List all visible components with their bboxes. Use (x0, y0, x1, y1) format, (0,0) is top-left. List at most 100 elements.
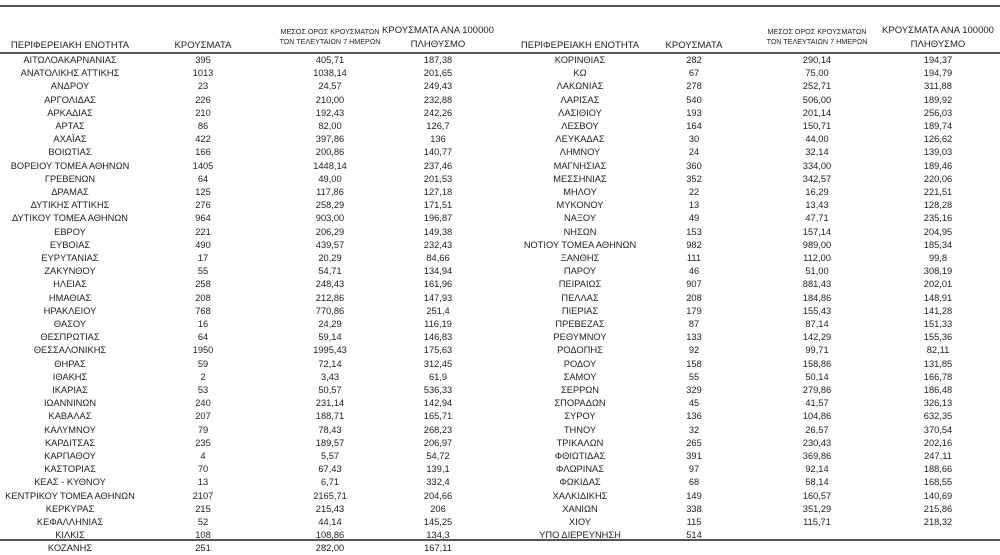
avg-7day-value: 155,43 (802, 305, 832, 316)
avg-7day-value: 16,29 (805, 187, 829, 197)
avg-7day-value: 881,43 (802, 279, 832, 290)
region-name: ΚΕΝΤΡΙΚΟΥ ΤΟΜΕΑ ΑΘΗΝΩΝ (5, 490, 135, 501)
cases-value: 32 (688, 424, 700, 435)
table-row: ΜΕΣΣΗΝΙΑΣ 352 342,57 220,06 (500, 173, 1000, 186)
cases-value: 251 (195, 543, 211, 554)
avg-7day-value: 290,14 (802, 55, 832, 65)
rate-per-100k-value: 232,43 (423, 239, 453, 250)
cases-value: 164 (686, 121, 702, 131)
rate-per-100k-value: 312,45 (423, 358, 453, 369)
rate-per-100k-value: 201,65 (423, 68, 453, 79)
region-name: ΜΗΛΟΥ (563, 187, 597, 197)
cases-value: 13 (197, 477, 209, 488)
rate-per-100k-value: 131,85 (923, 358, 953, 369)
avg-7day-value: 58,14 (805, 477, 829, 488)
region-name: ΕΥΡΥΤΑΝΙΑΣ (41, 253, 99, 263)
header-line: ΚΡΟΥΣΜΑΤΑ ΑΝΑ 100000 (382, 25, 494, 36)
table-row: ΜΗΛΟΥ 22 16,29 221,51 (500, 186, 1000, 199)
rate-per-100k-value: 188,66 (923, 464, 953, 475)
table-row: ΡΟΔΟΥ 158 158,86 131,85 (500, 358, 1000, 371)
table-row: ΥΠΟ ΔΙΕΡΕΥΝΗΣΗ 514 (500, 529, 1000, 542)
region-name: ΜΥΚΟΝΟΥ (556, 200, 604, 211)
avg-7day-value: 72,14 (318, 358, 342, 369)
cases-value: 422 (195, 134, 211, 145)
rate-per-100k-value: 148,91 (923, 292, 953, 303)
avg-7day-value: 192,43 (315, 107, 345, 118)
cases-value: 258 (195, 279, 211, 290)
region-name: ΕΒΡΟΥ (54, 226, 86, 237)
table-row: ΒΟΙΩΤΙΑΣ 166 200,86 140,77 (0, 146, 500, 159)
rate-per-100k-value: 249,43 (423, 81, 453, 92)
region-name: ΛΑΡΙΣΑΣ (560, 94, 600, 105)
cases-value: 1950 (192, 345, 214, 356)
rate-per-100k-value: 242,26 (423, 107, 453, 118)
rate-per-100k-value: 185,34 (923, 239, 953, 250)
avg-7day-value: 282,00 (315, 543, 345, 554)
table-row: ΚΙΛΚΙΣ 108 108,86 134,3 (0, 529, 500, 542)
avg-7day-value: 230,43 (802, 437, 832, 448)
cases-value: 49 (688, 213, 700, 224)
region-name: ΠΕΛΛΑΣ (561, 292, 599, 303)
header-rule (0, 52, 1000, 54)
rate-header: ΚΡΟΥΣΜΑΤΑ ΑΝΑ 100000 ΠΛΗΘΥΣΜΟ (882, 24, 994, 52)
cases-value: 111 (686, 253, 702, 263)
table-row: ΛΑΣΙΘΙΟΥ 193 201,14 256,03 (500, 107, 1000, 120)
rate-per-100k-value: 147,93 (423, 292, 453, 303)
table-row: ΣΥΡΟΥ 136 104,86 632,35 (500, 410, 1000, 423)
table-row: ΚΑΒΑΛΑΣ 207 188,71 165,71 (0, 410, 500, 423)
table-row: ΣΑΜΟΥ 55 50,14 166,78 (500, 371, 1000, 384)
header-line: ΜΕΣΟΣ ΟΡΟΣ ΚΡΟΥΣΜΑΤΩΝ (280, 27, 380, 36)
table-row: ΚΑΡΔΙΤΣΑΣ 235 189,57 206,97 (0, 437, 500, 450)
avg-7day-value: 50,14 (805, 371, 829, 382)
avg-7day-value: 405,71 (315, 55, 345, 65)
region-name: ΙΚΑΡΙΑΣ (52, 385, 88, 395)
cases-value: 265 (686, 437, 702, 448)
table-row: ΛΕΣΒΟΥ 164 150,71 189,74 (500, 120, 1000, 133)
region-name: ΚΟΖΑΝΗΣ (47, 543, 93, 554)
header-line: ΤΩΝ ΤΕΛΕΥΤΑΙΩΝ 7 ΗΜΕΡΩΝ (766, 37, 868, 46)
cases-value: 46 (688, 266, 700, 277)
bottom-rule (0, 539, 1000, 541)
cases-value: 208 (686, 292, 702, 303)
cases-value: 22 (688, 187, 700, 197)
region-name: ΜΑΓΝΗΣΙΑΣ (553, 160, 607, 171)
rate-per-100k-value: 247,11 (924, 451, 952, 461)
table-row: ΛΕΥΚΑΔΑΣ 30 44,00 126,62 (500, 133, 1000, 146)
avg-7day-value: 351,29 (802, 503, 832, 514)
cases-value: 64 (197, 332, 209, 343)
table-row: ΧΙΟΥ 115 115,71 218,32 (500, 516, 1000, 529)
table-row: ΚΟΡΙΝΘΙΑΣ 282 290,14 194,37 (500, 54, 1000, 67)
region-name: ΝΗΣΩΝ (563, 226, 597, 237)
rate-per-100k-value: 204,95 (923, 226, 953, 237)
rate-per-100k-value: 204,66 (423, 490, 453, 501)
avg-7day-value: 51,00 (805, 266, 829, 277)
table-row: ΑΡΓΟΛΙΔΑΣ 226 210,00 232,88 (0, 94, 500, 107)
cases-value: 79 (197, 424, 209, 435)
avg-7day-value: 215,43 (315, 503, 345, 514)
region-name: ΦΩΚΙΔΑΣ (559, 477, 601, 488)
avg-7day-value: 20,29 (318, 253, 342, 263)
cases-value: 87 (688, 319, 700, 329)
region-name: ΔΡΑΜΑΣ (51, 187, 89, 197)
cases-value: 540 (686, 94, 702, 105)
table-row: ΚΑΡΠΑΘΟΥ 4 5,57 54,72 (0, 450, 500, 463)
rate-per-100k-value: 140,77 (423, 147, 453, 158)
rate-per-100k-value: 196,87 (423, 213, 453, 224)
avg-7day-value: 59,14 (318, 332, 342, 343)
header-line: ΜΕΣΟΣ ΟΡΟΣ ΚΡΟΥΣΜΑΤΩΝ (767, 27, 867, 36)
avg-7day-value: 506,00 (802, 94, 832, 105)
table-row: ΕΥΒΟΙΑΣ 490 439,57 232,43 (0, 239, 500, 252)
table-row: ΕΒΡΟΥ 221 206,29 149,38 (0, 226, 500, 239)
rate-per-100k-value: 54,72 (426, 451, 450, 461)
table-row: ΛΑΡΙΣΑΣ 540 506,00 189,92 (500, 94, 1000, 107)
avg-7day-value: 342,57 (802, 173, 832, 184)
avg-7day-value: 210,00 (315, 94, 345, 105)
cases-value: 97 (688, 464, 700, 475)
table-row: ΠΕΛΛΑΣ 208 184,86 148,91 (500, 292, 1000, 305)
region-name: ΑΙΤΩΛΟΑΚΑΡΝΑΝΙΑΣ (23, 55, 117, 65)
avg-7day-value: 188,71 (315, 411, 345, 422)
cases-value: 108 (195, 530, 211, 541)
region-name: ΑΡΤΑΣ (55, 121, 85, 131)
left-table: ΠΕΡΙΦΕΡΕΙΑΚΗ ΕΝΟΤΗΤΑ ΚΡΟΥΣΜΑΤΑ ΜΕΣΟΣ ΟΡΟΣ … (0, 0, 500, 553)
rate-per-100k-value: 140,69 (923, 490, 953, 501)
